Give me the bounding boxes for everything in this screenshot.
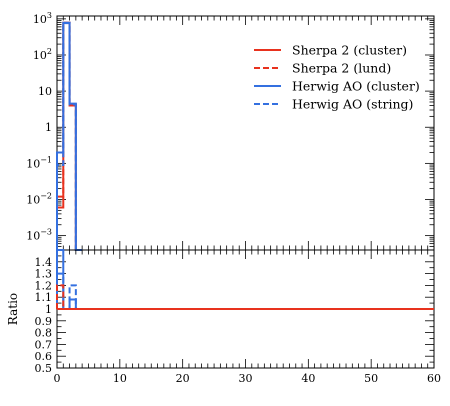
main-series-4-line: [56, 22, 83, 251]
y-tick-label: 10−2: [26, 191, 52, 206]
x-tick-label: 50: [364, 372, 378, 385]
ratio-y-tick-label: 0.6: [35, 350, 53, 363]
y-tick-label: 1: [45, 121, 52, 134]
x-tick-label: 0: [54, 372, 61, 385]
ratio-series-4-line: [56, 272, 77, 310]
ratio-panel: 1.41.31.21.110.90.80.70.60.50 10 20 30 40 50 6…: [6, 249, 441, 385]
x-tick-label: 10: [113, 372, 127, 385]
y-tick-label: 10−3: [26, 228, 52, 243]
legend: Sherpa 2 (cluster) Sherpa 2 (lund) Herwig …: [254, 43, 420, 112]
y-tick-label: 102: [33, 47, 52, 62]
ratio-y-tick-label: 0.9: [35, 315, 53, 328]
y-tick-label: 103: [33, 11, 52, 26]
ratio-y-tick-label: 0.5: [35, 362, 53, 375]
x-tick-label: 30: [239, 372, 253, 385]
ratio-y-tick-label: 0.7: [35, 338, 53, 351]
legend-label-4: Herwig AO (string): [292, 97, 413, 112]
x-tick-label: 60: [427, 372, 441, 385]
x-tick-label: 20: [176, 372, 190, 385]
ratio-y-axis-label: Ratio: [6, 293, 20, 325]
legend-label-1: Sherpa 2 (cluster): [292, 43, 407, 58]
ratio-y-tick-label: 1: [45, 303, 52, 316]
ratio-y-tick-label: 0.8: [35, 327, 53, 340]
y-tick-label: 10−1: [26, 155, 52, 170]
ratio-y-tick-label: 1.2: [35, 279, 53, 292]
ratio-y-tick-label: 1.4: [35, 256, 53, 269]
legend-label-2: Sherpa 2 (lund): [292, 61, 391, 76]
y-tick-label: 10: [38, 85, 52, 98]
ratio-y-tick-label: 1.1: [35, 291, 53, 304]
ratio-series-2-line: [56, 284, 76, 310]
x-tick-label: 40: [301, 372, 315, 385]
legend-label-3: Herwig AO (cluster): [292, 79, 420, 94]
ratio-y-tick-label: 1.3: [35, 268, 53, 281]
